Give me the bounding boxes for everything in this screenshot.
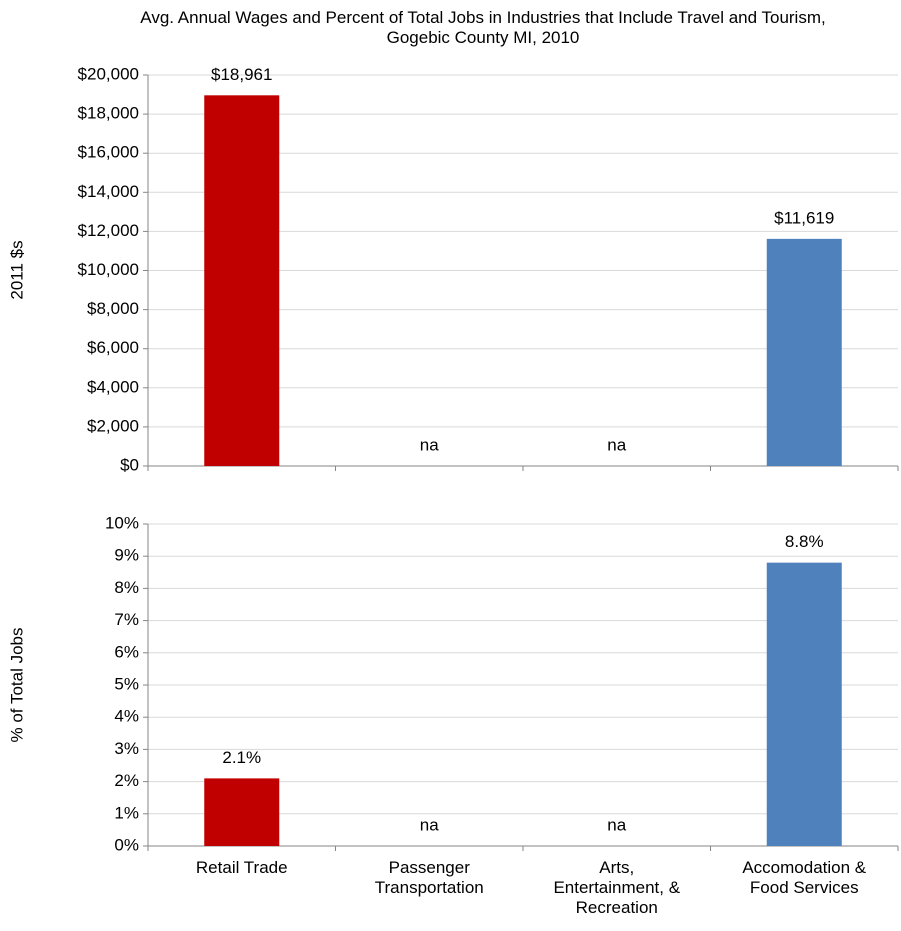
y-tick-label: $12,000 xyxy=(78,221,139,240)
y-tick-label: 1% xyxy=(114,803,139,822)
y-tick-label: $6,000 xyxy=(87,338,139,357)
bar xyxy=(766,562,842,846)
y-tick-label: 6% xyxy=(114,642,139,661)
y-axis-label: 2011 $s xyxy=(7,240,26,299)
y-tick-label: $4,000 xyxy=(87,377,139,396)
value-label: $18,961 xyxy=(211,65,272,84)
bar xyxy=(204,778,280,846)
y-tick-label: $10,000 xyxy=(78,260,139,279)
y-tick-label: $20,000 xyxy=(78,64,139,83)
y-tick-label: 7% xyxy=(114,610,139,629)
x-tick-label: Accomodation & Food Services xyxy=(742,858,867,897)
value-label: 8.8% xyxy=(785,532,824,551)
y-tick-label: 0% xyxy=(114,835,139,854)
y-axis-label: % of Total Jobs xyxy=(7,628,26,743)
y-tick-label: 9% xyxy=(114,546,139,565)
y-tick-label: 2% xyxy=(114,771,139,790)
x-tick-label: Retail Trade xyxy=(195,858,288,877)
y-tick-label: 10% xyxy=(105,513,139,532)
y-tick-label: 5% xyxy=(114,674,139,693)
value-label: na xyxy=(420,815,439,834)
bar xyxy=(766,238,842,466)
y-tick-label: $8,000 xyxy=(87,299,139,318)
value-label: na xyxy=(420,435,439,454)
y-tick-label: 3% xyxy=(114,739,139,758)
y-tick-label: $18,000 xyxy=(78,104,139,123)
chart-title: Avg. Annual Wages and Percent of Total J… xyxy=(140,8,826,47)
bar xyxy=(204,95,280,467)
x-tick-label: Passenger Transportation xyxy=(374,858,484,897)
y-tick-label: 8% xyxy=(114,578,139,597)
value-label: na xyxy=(607,435,626,454)
value-label: 2.1% xyxy=(222,748,261,767)
value-label: na xyxy=(607,815,626,834)
y-tick-label: $2,000 xyxy=(87,416,139,435)
y-tick-label: $16,000 xyxy=(78,143,139,162)
y-tick-label: $14,000 xyxy=(78,182,139,201)
y-tick-label: $0 xyxy=(120,455,139,474)
y-tick-label: 4% xyxy=(114,707,139,726)
x-tick-label: Arts, Entertainment, & Recreation xyxy=(553,858,681,917)
value-label: $11,619 xyxy=(774,208,834,227)
